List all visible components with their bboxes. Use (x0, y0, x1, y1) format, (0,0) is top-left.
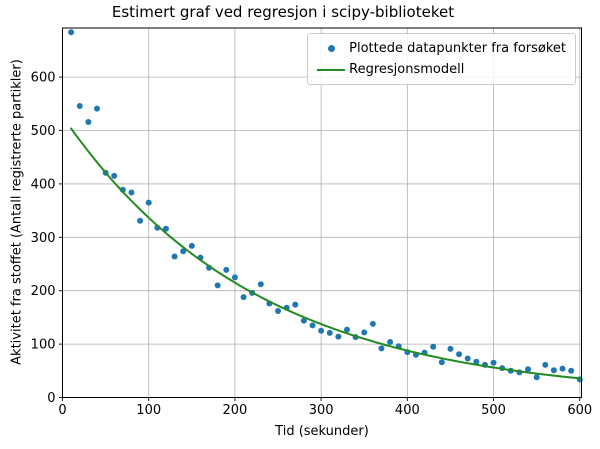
y-tick-label: 0 (47, 391, 55, 406)
data-point (361, 329, 368, 336)
y-axis-label: Aktivitet fra stoffet (Antall registrert… (9, 59, 25, 365)
data-point (162, 225, 169, 232)
data-point (223, 266, 230, 273)
y-tick-label: 200 (31, 284, 56, 299)
data-point (559, 365, 566, 372)
data-point (369, 320, 376, 327)
data-point (473, 358, 480, 365)
data-point (378, 345, 385, 352)
legend: Plottede datapunkter fra forsøket Regres… (307, 33, 576, 85)
chart-title: Estimert graf ved regresjon i scipy-bibl… (111, 3, 455, 21)
scatter-marker-icon (327, 45, 335, 52)
x-axis-label: Tid (sekunder) (275, 424, 369, 439)
data-point (292, 301, 299, 308)
data-point (568, 367, 575, 374)
data-point (76, 102, 83, 109)
data-point (145, 199, 152, 206)
y-tick-label: 600 (31, 71, 56, 86)
data-point (171, 253, 178, 260)
data-point (231, 274, 238, 281)
data-point (447, 345, 454, 352)
data-point (68, 29, 75, 36)
data-point (525, 366, 532, 373)
x-tick-label: 400 (395, 403, 420, 418)
legend-entry-scatter: Plottede datapunkter fra forsøket (313, 38, 566, 59)
x-tick-label: 200 (223, 403, 248, 418)
data-point (318, 327, 325, 334)
y-tick-label: 100 (31, 338, 56, 353)
data-point (300, 317, 307, 324)
ticks (59, 76, 581, 401)
regression-line (70, 127, 581, 380)
line-marker-icon (317, 68, 346, 71)
data-point (240, 294, 247, 301)
data-point (464, 355, 471, 362)
data-point (430, 343, 437, 350)
data-point (387, 338, 394, 345)
y-tick-label: 500 (31, 124, 56, 139)
data-point (542, 361, 549, 368)
x-tick-label: 300 (309, 403, 334, 418)
data-point (275, 307, 282, 314)
x-tick-label: 600 (567, 403, 592, 418)
data-point (344, 326, 351, 333)
data-point (85, 118, 92, 125)
y-tick-label: 300 (31, 231, 56, 246)
data-point (438, 359, 445, 366)
x-tick-label: 500 (481, 403, 506, 418)
tick-labels: 0 100 200 300 400 500 600 0 100 200 300 400 500 600 (31, 71, 593, 418)
data-point (490, 359, 497, 366)
data-point (93, 105, 100, 112)
data-point (188, 242, 195, 249)
data-point (550, 367, 557, 374)
data-point (335, 333, 342, 340)
legend-scatter-handle (313, 45, 349, 52)
axes-spines (62, 27, 582, 398)
data-point (326, 329, 333, 336)
data-point (533, 374, 540, 381)
x-tick-label: 100 (136, 403, 161, 418)
data-point (214, 282, 221, 289)
data-point (137, 217, 144, 224)
data-point (180, 248, 187, 255)
x-tick-label: 0 (58, 403, 66, 418)
data-point (257, 281, 264, 288)
data-point (128, 189, 135, 196)
data-point (309, 322, 316, 329)
legend-line-label: Regresjonsmodell (349, 62, 465, 77)
legend-line-handle (313, 68, 349, 71)
data-point (456, 351, 463, 358)
legend-scatter-label: Plottede datapunkter fra forsøket (349, 41, 566, 56)
data-point (111, 172, 118, 179)
y-tick-label: 400 (31, 177, 56, 192)
legend-entry-line: Regresjonsmodell (313, 59, 566, 80)
